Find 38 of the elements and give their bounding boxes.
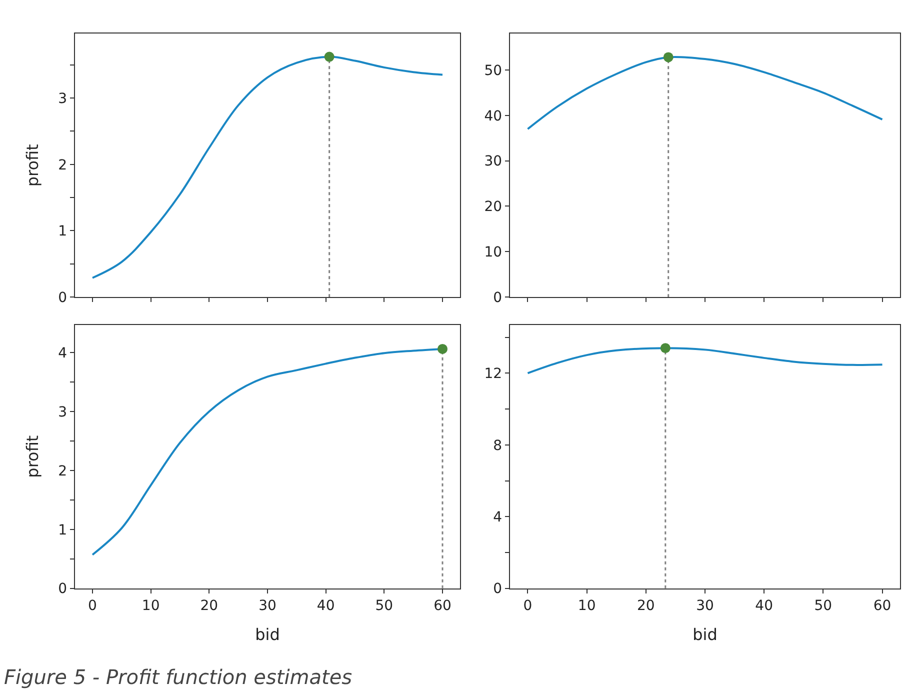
y-tick-label: 2 xyxy=(58,463,68,480)
x-tick-label: 20 xyxy=(636,598,655,614)
y-tick-label: 40 xyxy=(484,108,502,124)
x-tick-label: 50 xyxy=(814,598,832,614)
x-axis-title: bid xyxy=(255,624,280,644)
y-tick-label: 30 xyxy=(484,154,502,170)
y-tick-label: 4 xyxy=(58,345,68,362)
y-axis-title: profit xyxy=(23,435,42,478)
x-tick-label: 30 xyxy=(258,598,276,614)
y-axis-title: profit xyxy=(23,144,42,187)
y-tick-label: 0 xyxy=(493,581,502,598)
x-tick-label: 30 xyxy=(696,598,714,614)
y-tick-label: 4 xyxy=(493,510,502,526)
y-tick-label: 0 xyxy=(58,581,68,598)
y-tick-label: 1 xyxy=(58,224,68,240)
y-tick-label: 3 xyxy=(58,90,68,107)
y-tick-label: 8 xyxy=(493,438,502,454)
x-tick-label: 50 xyxy=(375,598,394,614)
y-tick-label: 0 xyxy=(58,290,68,306)
x-axis-title: bid xyxy=(692,624,718,644)
x-tick-label: 40 xyxy=(316,598,335,614)
y-tick-label: 3 xyxy=(58,404,68,420)
x-tick-label: 10 xyxy=(578,598,596,614)
y-tick-label: 2 xyxy=(58,157,68,174)
y-tick-label: 10 xyxy=(484,244,502,261)
x-tick-label: 0 xyxy=(523,598,532,614)
x-tick-label: 60 xyxy=(873,598,892,614)
y-tick-label: 12 xyxy=(484,366,502,382)
x-tick-label: 0 xyxy=(88,598,97,614)
x-tick-label: 10 xyxy=(142,598,160,614)
x-tick-label: 60 xyxy=(434,598,452,614)
x-tick-label: 40 xyxy=(755,598,774,614)
x-tick-label: 20 xyxy=(200,598,218,614)
y-tick-label: 20 xyxy=(484,199,502,216)
y-tick-label: 1 xyxy=(58,522,68,538)
y-tick-label: 0 xyxy=(493,290,502,306)
y-tick-label: 50 xyxy=(484,62,502,79)
caption: Figure 5 - Profit function estimates xyxy=(4,665,352,689)
